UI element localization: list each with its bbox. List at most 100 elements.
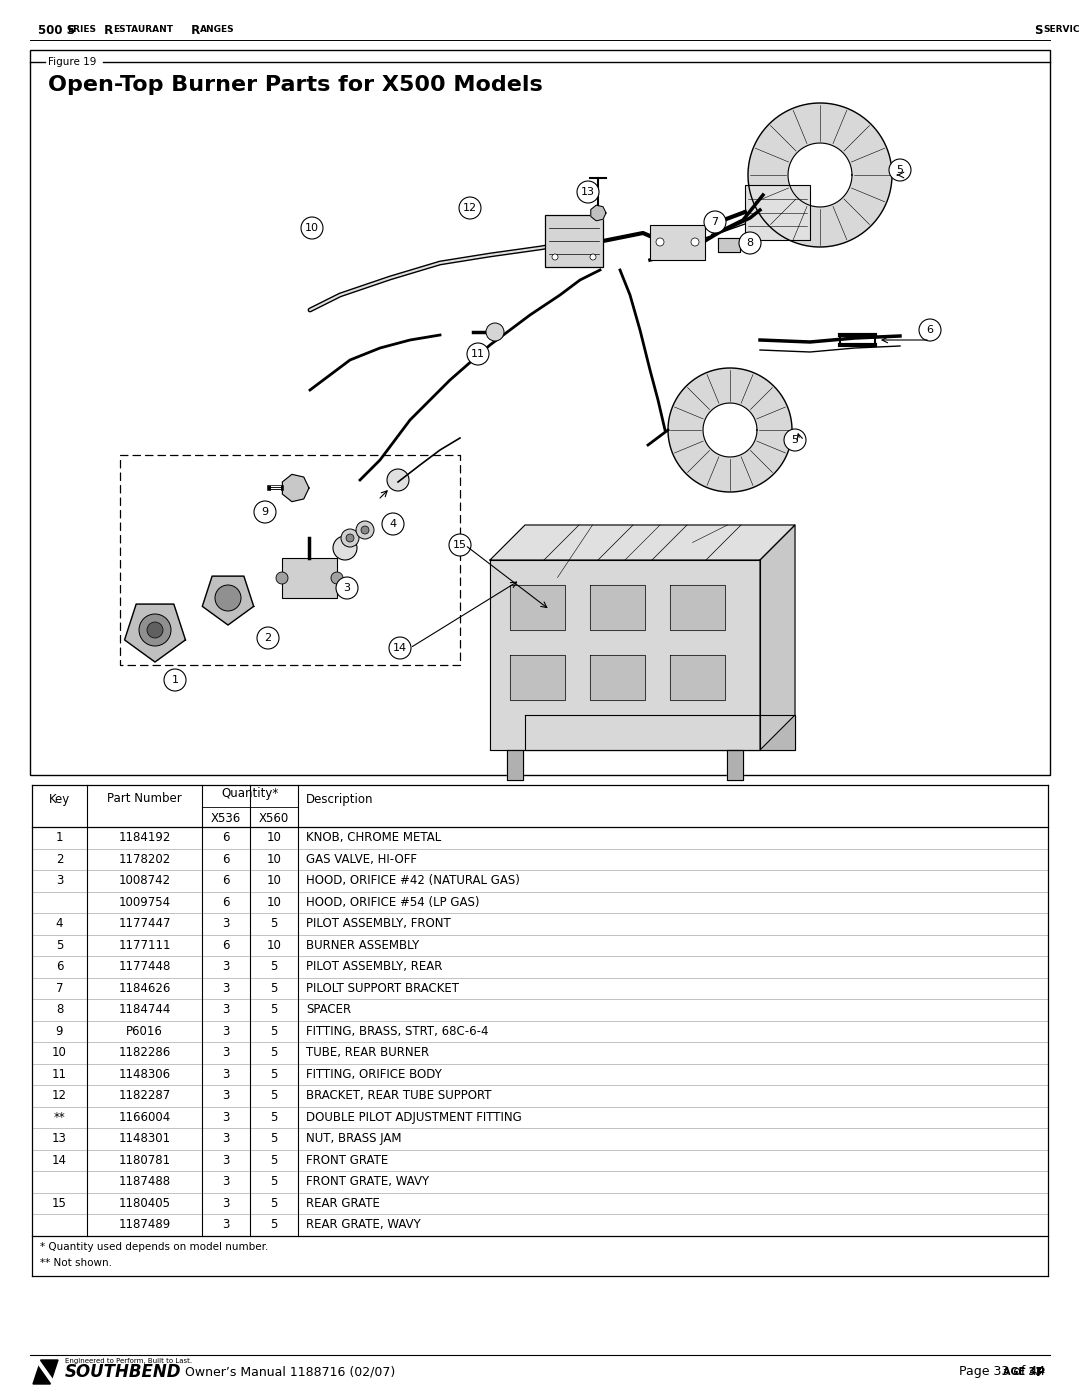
Polygon shape [670,655,725,700]
Circle shape [215,585,241,610]
Text: 2: 2 [56,852,64,866]
Bar [650,225,705,260]
Text: 1178202: 1178202 [119,852,171,866]
Circle shape [139,615,171,645]
Text: Key: Key [49,792,70,806]
Text: 1180781: 1180781 [119,1154,171,1166]
Polygon shape [718,237,740,251]
Text: Engineered to Perform, Built to Last.: Engineered to Perform, Built to Last. [65,1358,192,1363]
Text: 5: 5 [270,1111,278,1123]
Text: 1177111: 1177111 [118,939,171,951]
Text: 10: 10 [267,875,282,887]
Text: Quantity*: Quantity* [221,787,279,799]
Text: 6: 6 [222,852,230,866]
Bar [545,215,603,267]
Text: 1008742: 1008742 [119,875,171,887]
Text: SPACER: SPACER [306,1003,351,1016]
Circle shape [301,217,323,239]
Circle shape [784,429,806,451]
Text: 12: 12 [463,203,477,212]
Text: PILOT ASSEMBLY, REAR: PILOT ASSEMBLY, REAR [306,960,443,974]
Text: SERVICE: SERVICE [1043,25,1080,35]
Text: HOOD, ORIFICE #54 (LP GAS): HOOD, ORIFICE #54 (LP GAS) [306,895,480,909]
Bar [282,557,337,598]
Circle shape [254,502,276,522]
Circle shape [341,529,359,548]
Text: 15: 15 [453,541,467,550]
Polygon shape [670,585,725,630]
Circle shape [590,254,596,260]
Text: P6016: P6016 [126,1025,163,1038]
Circle shape [889,159,912,182]
Text: 1: 1 [172,675,178,685]
Polygon shape [510,655,565,700]
Text: 15: 15 [52,1197,67,1210]
Text: GAS VALVE, HI-OFF: GAS VALVE, HI-OFF [306,852,417,866]
Polygon shape [525,715,795,750]
Text: 5: 5 [270,1197,278,1210]
Text: 4: 4 [390,520,396,529]
Text: 5: 5 [792,434,798,446]
Circle shape [147,622,163,638]
Polygon shape [490,560,760,750]
Text: REAR GRATE, WAVY: REAR GRATE, WAVY [306,1218,421,1231]
Circle shape [449,534,471,556]
Polygon shape [727,750,743,780]
Text: 11: 11 [471,349,485,359]
Text: 6: 6 [222,939,230,951]
Polygon shape [591,205,606,221]
Polygon shape [507,750,523,780]
Text: 1184626: 1184626 [119,982,171,995]
Text: 6: 6 [222,831,230,844]
Text: 3: 3 [222,1218,230,1231]
Text: NUT, BRASS JAM: NUT, BRASS JAM [306,1132,402,1146]
Text: 14: 14 [393,643,407,652]
Circle shape [336,577,357,599]
Text: 5: 5 [270,1025,278,1038]
Text: 1177448: 1177448 [119,960,171,974]
Circle shape [577,182,599,203]
Text: 10: 10 [52,1046,67,1059]
Circle shape [919,319,941,341]
Text: PILOLT SUPPORT BRACKET: PILOLT SUPPORT BRACKET [306,982,459,995]
Text: 1182287: 1182287 [119,1090,171,1102]
Text: 8: 8 [746,237,754,249]
Text: 13: 13 [52,1132,67,1146]
Text: Description: Description [306,792,374,806]
Text: 11: 11 [52,1067,67,1081]
Text: PILOT ASSEMBLY, FRONT: PILOT ASSEMBLY, FRONT [306,918,450,930]
Text: 10: 10 [305,224,319,233]
Text: 3: 3 [222,1067,230,1081]
Text: ERIES: ERIES [67,25,96,35]
Text: 3: 3 [222,918,230,930]
Polygon shape [510,585,565,630]
Text: 1177447: 1177447 [118,918,171,930]
Text: BURNER ASSEMBLY: BURNER ASSEMBLY [306,939,419,951]
Text: FRONT GRATE, WAVY: FRONT GRATE, WAVY [306,1175,429,1189]
Circle shape [389,637,411,659]
Text: 500 S: 500 S [38,24,76,36]
Text: 5: 5 [56,939,64,951]
Text: 6: 6 [56,960,64,974]
Text: 5: 5 [270,1154,278,1166]
Text: ANGES: ANGES [200,25,234,35]
Polygon shape [202,576,254,624]
Text: 1148306: 1148306 [119,1067,171,1081]
Text: 6: 6 [222,875,230,887]
Text: 12: 12 [52,1090,67,1102]
Text: 9: 9 [56,1025,64,1038]
Text: 3: 3 [222,1154,230,1166]
Text: 5: 5 [270,1003,278,1016]
Text: 13: 13 [581,187,595,197]
Text: 3: 3 [222,1132,230,1146]
Circle shape [361,527,369,534]
Polygon shape [748,103,892,247]
Text: 3: 3 [222,1090,230,1102]
Polygon shape [760,525,795,750]
Text: R: R [187,24,200,36]
Circle shape [333,536,357,560]
Circle shape [164,669,186,692]
Text: 1166004: 1166004 [119,1111,171,1123]
Text: X536: X536 [211,813,241,826]
Circle shape [382,513,404,535]
